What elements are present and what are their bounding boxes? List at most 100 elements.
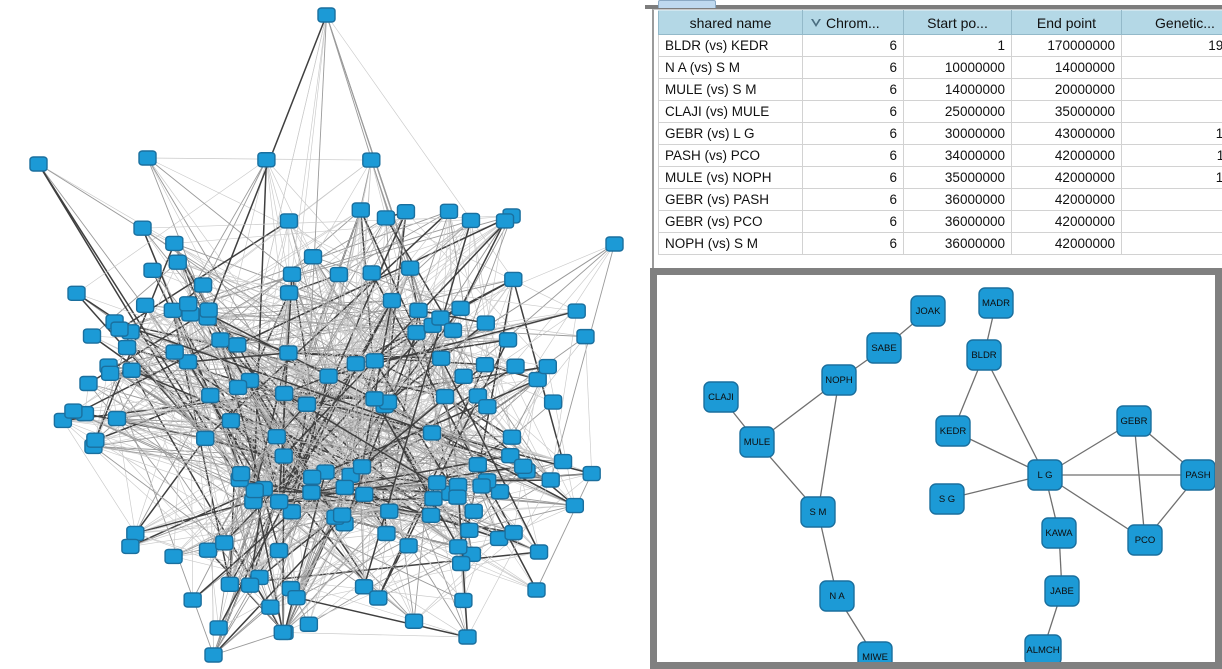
node-NOPH[interactable]: NOPH (821, 364, 857, 396)
cell-chromosome[interactable]: 6 (802, 210, 904, 233)
network-edge[interactable] (116, 418, 365, 588)
network-node[interactable] (553, 453, 573, 470)
network-node[interactable] (178, 296, 198, 312)
node-JABE[interactable]: JABE (1044, 575, 1080, 607)
network-node[interactable] (435, 388, 455, 405)
network-node[interactable] (451, 300, 470, 317)
node-PCO[interactable]: PCO (1127, 524, 1163, 556)
network-edge[interactable] (207, 317, 329, 377)
network-node[interactable] (472, 478, 491, 494)
column-header-start-point[interactable]: Start po... (903, 10, 1012, 35)
network-edge[interactable] (284, 475, 352, 633)
network-node[interactable] (468, 456, 488, 473)
network-node[interactable] (501, 448, 520, 464)
network-edge[interactable] (142, 227, 238, 346)
network-edge[interactable] (142, 227, 479, 465)
node-JOAK[interactable]: JOAK (910, 295, 946, 327)
network-edge[interactable] (190, 313, 206, 439)
cell-genetic[interactable]: 16.9 (1121, 122, 1222, 145)
network-edge[interactable] (326, 14, 411, 269)
network-node[interactable] (204, 647, 223, 663)
network-edge[interactable] (355, 363, 365, 587)
network-edge[interactable] (38, 163, 357, 365)
network-node[interactable] (143, 262, 162, 279)
network-edge[interactable] (288, 352, 432, 516)
network-edge[interactable] (391, 279, 514, 301)
network-node[interactable] (122, 362, 141, 378)
network-node[interactable] (376, 210, 396, 226)
network-edge[interactable] (240, 215, 512, 474)
edge-NOPH-S_M[interactable] (817, 379, 840, 513)
network-node[interactable] (439, 203, 459, 220)
network-edge[interactable] (377, 511, 390, 599)
network-edge[interactable] (481, 279, 514, 486)
network-node[interactable] (332, 507, 352, 523)
node-BLDR[interactable]: BLDR (966, 339, 1002, 371)
network-edge[interactable] (203, 284, 442, 359)
network-edge[interactable] (76, 159, 267, 294)
table-row[interactable]: GEBR (vs) PCO636000000420000008.4 (658, 210, 1222, 233)
table-row[interactable]: MULE (vs) NOPH6350000004200000010.5 (658, 166, 1222, 189)
network-edge[interactable] (513, 379, 539, 533)
network-edge[interactable] (177, 261, 442, 359)
cell-start_point[interactable]: 25000000 (903, 100, 1012, 123)
network-edge[interactable] (237, 317, 441, 346)
network-node[interactable] (193, 277, 213, 293)
network-edge[interactable] (391, 220, 506, 301)
node-N-A[interactable]: N A (819, 580, 855, 612)
network-edge[interactable] (253, 364, 486, 502)
network-node[interactable] (461, 212, 481, 229)
cell-shared_name[interactable]: GEBR (vs) PASH (658, 188, 803, 211)
network-edge[interactable] (254, 279, 514, 491)
network-node[interactable] (274, 448, 293, 464)
cell-chromosome[interactable]: 6 (802, 100, 904, 123)
network-edge[interactable] (459, 220, 506, 309)
network-node[interactable] (220, 576, 240, 593)
network-node[interactable] (409, 302, 428, 319)
network-edge[interactable] (374, 398, 468, 638)
network-node[interactable] (133, 220, 152, 236)
network-edge[interactable] (374, 398, 524, 467)
network-node[interactable] (399, 538, 418, 554)
cell-chromosome[interactable]: 6 (802, 122, 904, 145)
subnetwork-canvas[interactable]: CLAJI MULE NOPH SABE JOAK S M N A MIWE MADR BLDR K… (657, 275, 1215, 662)
network-edge[interactable] (93, 446, 254, 502)
network-node[interactable] (454, 368, 473, 385)
network-node[interactable] (458, 629, 477, 645)
table-row[interactable]: MULE (vs) S M614000000200000007.5 (658, 78, 1222, 101)
network-node[interactable] (365, 353, 384, 369)
network-edge[interactable] (413, 538, 500, 622)
network-edge[interactable] (363, 220, 472, 587)
network-edge[interactable] (266, 159, 326, 473)
network-edge[interactable] (263, 352, 289, 489)
cell-start_point[interactable]: 36000000 (903, 188, 1012, 211)
cell-genetic[interactable]: 8.9 (1121, 188, 1222, 211)
network-node[interactable] (117, 339, 137, 356)
network-node[interactable] (377, 525, 396, 542)
network-edge[interactable] (278, 279, 514, 502)
network-node[interactable] (382, 292, 402, 309)
network-edge[interactable] (173, 556, 260, 578)
network-node[interactable] (228, 379, 248, 396)
network-node[interactable] (319, 368, 338, 384)
network-edge[interactable] (485, 322, 586, 337)
network-edge[interactable] (291, 498, 434, 513)
network-edge[interactable] (230, 220, 472, 421)
network-edge[interactable] (62, 420, 136, 534)
network-edge[interactable] (536, 473, 593, 591)
network-node[interactable] (543, 394, 563, 410)
network-node[interactable] (478, 398, 497, 415)
network-edge[interactable] (116, 418, 478, 466)
network-edge[interactable] (254, 352, 290, 491)
network-edge[interactable] (229, 455, 284, 585)
network-edge[interactable] (84, 413, 285, 633)
network-node[interactable] (449, 539, 468, 555)
network-edge[interactable] (328, 160, 372, 377)
network-edge[interactable] (192, 511, 293, 601)
network-node[interactable] (82, 328, 102, 344)
cell-chromosome[interactable]: 6 (802, 34, 904, 57)
network-node[interactable] (380, 503, 399, 519)
network-node[interactable] (297, 396, 317, 412)
network-node[interactable] (126, 525, 145, 542)
network-node[interactable] (400, 260, 420, 276)
